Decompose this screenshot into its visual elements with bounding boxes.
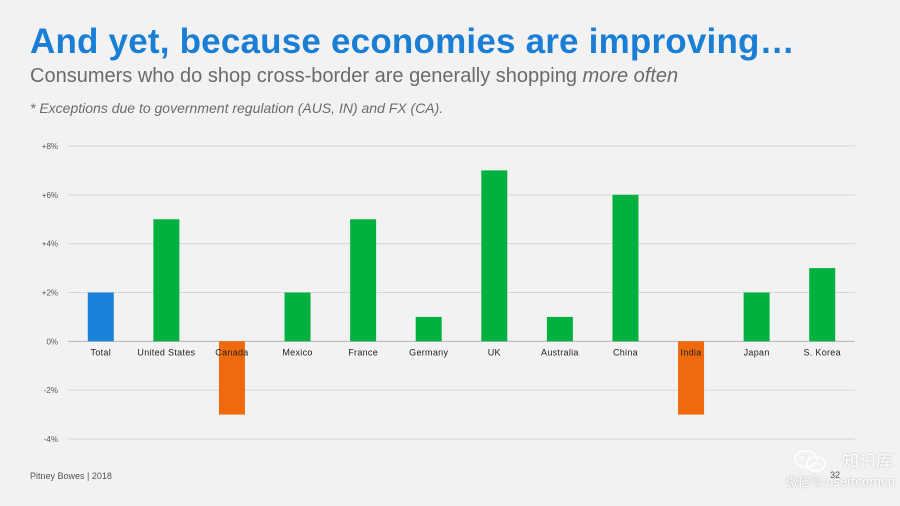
x-category-label: China — [613, 347, 638, 357]
x-axis-labels: Total United States Canada Mexico France Germ… — [91, 347, 841, 357]
bar-australia — [546, 316, 573, 342]
page-number: 32 — [830, 470, 841, 480]
wechat-icon — [794, 450, 826, 472]
bar-total — [87, 292, 114, 342]
y-tick-label: 0% — [46, 337, 58, 346]
y-axis-ticks: +8% +6% +4% +2% 0% -2% -4% — [42, 142, 58, 444]
x-category-label: United States — [137, 347, 195, 357]
y-tick-label: -2% — [44, 386, 58, 395]
watermark-title: 知识库 — [842, 452, 893, 472]
bar-france — [350, 219, 377, 342]
grid-lines — [68, 145, 855, 440]
x-category-label: Australia — [541, 347, 579, 357]
slide-title: And yet, because economies are improving… — [30, 22, 795, 61]
x-category-label: France — [348, 347, 378, 357]
watermark: 知识库 微信号:useitcomcn — [786, 447, 896, 491]
x-category-label: Mexico — [282, 347, 312, 357]
x-category-label: Total — [91, 347, 112, 357]
y-tick-label: +2% — [42, 289, 58, 298]
bar-mexico — [284, 292, 311, 342]
bar-germany — [415, 316, 442, 342]
y-tick-label: +8% — [42, 142, 58, 151]
bar-japan — [743, 292, 770, 342]
bar-canada — [218, 341, 245, 415]
y-tick-label: -4% — [44, 435, 58, 444]
bar-united-states — [153, 219, 180, 342]
bar-india — [678, 341, 705, 415]
x-category-label: S. Korea — [803, 347, 840, 357]
x-category-label: Canada — [215, 347, 248, 357]
x-category-label: India — [681, 347, 702, 357]
bar-china — [612, 194, 639, 342]
bars — [87, 170, 836, 415]
x-category-label: Germany — [409, 347, 448, 357]
bar-s-korea — [809, 268, 836, 342]
footer-source: Pitney Bowes | 2018 — [30, 471, 112, 481]
y-tick-label: +6% — [42, 191, 58, 200]
x-category-label: UK — [488, 347, 501, 357]
slide-subtitle: Consumers who do shop cross-border are g… — [30, 65, 678, 88]
bar-uk — [481, 170, 508, 342]
exceptions-note: * Exceptions due to government regulatio… — [30, 100, 444, 116]
subtitle-emphasis: more often — [582, 65, 679, 87]
subtitle-text: Consumers who do shop cross-border are g… — [30, 65, 583, 87]
watermark-subtitle: 微信号:useitcomcn — [786, 475, 896, 489]
x-category-label: Japan — [744, 347, 770, 357]
y-tick-label: +4% — [42, 240, 58, 249]
